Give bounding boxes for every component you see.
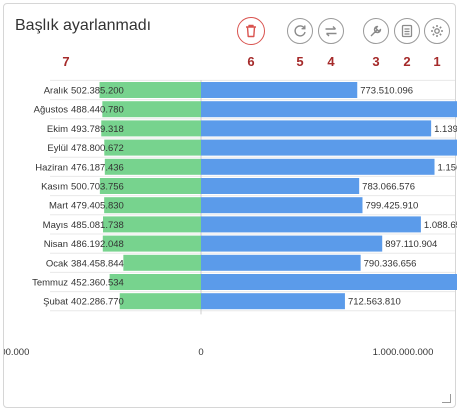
- data-label-right: 897.110.904: [385, 239, 437, 250]
- bar-left: [104, 139, 201, 156]
- category-label: Ağustos: [34, 105, 69, 116]
- data-label-left: 502.385.200: [71, 86, 124, 97]
- badge-6: 6: [247, 54, 255, 69]
- badge-5: 5: [296, 54, 304, 69]
- data-label-right: 1.139.291.828: [434, 124, 457, 135]
- bar-left: [104, 158, 201, 175]
- bar-left: [99, 178, 201, 194]
- swap-arrows-icon: [325, 26, 337, 37]
- x-tick-label: 1.000.000.000: [373, 347, 434, 358]
- data-label-right: 773.510.096: [360, 86, 413, 97]
- refresh-button[interactable]: [287, 18, 313, 44]
- data-label-left: 485.081.738: [71, 220, 124, 231]
- category-label: Mart: [49, 201, 68, 212]
- badge-3: 3: [372, 54, 380, 69]
- chart-widget: Başlık ayarlanmadı 7 6 5 4 3: [3, 3, 457, 408]
- diverging-bar-chart: Aralık 502.385.200 773.510.096 Ağustos 488.4…: [4, 79, 457, 358]
- bar-right: [201, 197, 363, 214]
- category-label: Eylül: [47, 143, 68, 154]
- category-label: Şubat: [43, 297, 68, 308]
- category-label: Haziran: [35, 162, 68, 173]
- refresh-icon: [294, 25, 306, 37]
- bar-right: [201, 274, 457, 290]
- data-label-left: 486.192.048: [71, 239, 124, 250]
- x-tick-label: 1.000.000.000: [4, 347, 29, 358]
- swap-button[interactable]: [318, 18, 344, 44]
- table-icon: [401, 24, 413, 38]
- category-label: Nisan: [44, 239, 68, 250]
- bar-left: [102, 235, 201, 252]
- bar-left: [103, 216, 201, 233]
- data-label-left: 452.360.534: [71, 278, 124, 289]
- data-label-left: 402.286.770: [71, 297, 124, 308]
- data-label-left: 384.458.844: [71, 258, 124, 269]
- category-label: Ocak: [46, 258, 68, 269]
- x-tick-label: 0: [198, 347, 203, 358]
- bar-right: [201, 216, 421, 233]
- bar-right: [201, 158, 435, 175]
- bar-right: [201, 101, 457, 118]
- bar-left: [109, 274, 201, 290]
- data-label-right: 1.156.020.298: [438, 162, 457, 173]
- data-label-right: 783.066.576: [362, 182, 415, 193]
- bar-left: [102, 101, 201, 118]
- bar-right: [201, 82, 358, 98]
- data-label-right: 712.563.810: [348, 297, 401, 308]
- bar-left: [119, 293, 201, 310]
- data-label-right: 790.336.656: [364, 258, 417, 269]
- bar-right: [201, 120, 432, 137]
- bar-right: [201, 293, 345, 310]
- settings-button[interactable]: [363, 18, 389, 44]
- gear-icon: [431, 25, 443, 37]
- category-label: Aralık: [44, 86, 69, 97]
- bar-left: [99, 82, 201, 98]
- data-label-left: 500.703.756: [71, 182, 124, 193]
- badge-2: 2: [403, 54, 411, 69]
- table-button[interactable]: [394, 18, 420, 44]
- bar-left: [101, 120, 201, 137]
- category-label: Temmuz: [32, 278, 68, 289]
- category-label: Mayıs: [43, 220, 69, 231]
- data-label-right: 1.088.652.428: [424, 220, 457, 231]
- resize-handle[interactable]: [442, 394, 451, 403]
- bar-right: [201, 178, 360, 194]
- data-label-left: 493.789.318: [71, 124, 124, 135]
- trash-icon: [246, 24, 256, 38]
- data-label-left: 478.800.672: [71, 143, 124, 154]
- wrench-icon: [370, 25, 382, 37]
- widget-title: Başlık ayarlanmadı: [15, 17, 152, 34]
- bar-right: [201, 254, 361, 271]
- data-label-left: 479.405.830: [71, 201, 124, 212]
- bar-left: [104, 197, 201, 214]
- category-label: Ekim: [47, 124, 68, 135]
- category-label: Kasım: [41, 182, 68, 193]
- bar-right: [201, 235, 383, 252]
- badge-7: 7: [62, 54, 70, 69]
- badge-1: 1: [433, 54, 441, 69]
- data-label-left: 488.440.780: [71, 105, 124, 116]
- bar-right: [201, 139, 457, 156]
- bar-left: [123, 254, 201, 271]
- delete-button[interactable]: [237, 17, 265, 45]
- badge-4: 4: [327, 54, 335, 69]
- data-label-right: 799.425.910: [365, 201, 418, 212]
- data-label-left: 476.187.436: [71, 162, 124, 173]
- config-button[interactable]: [424, 18, 450, 44]
